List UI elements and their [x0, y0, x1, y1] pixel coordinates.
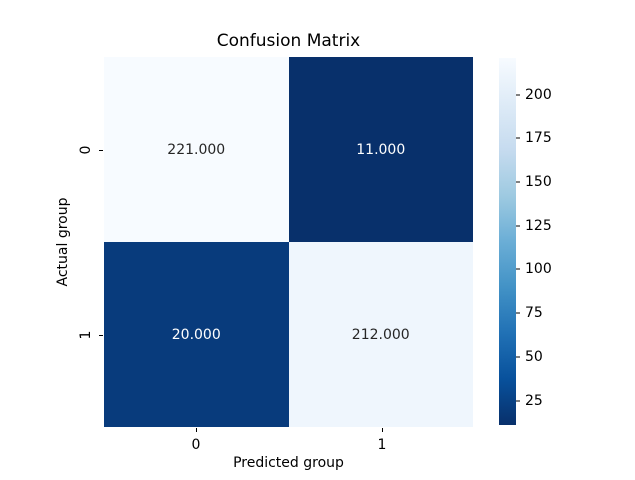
colorbar-tick-label-150: 150 — [525, 174, 552, 191]
colorbar-tick-label-50: 50 — [525, 348, 543, 365]
colorbar-tick-mark-175 — [516, 137, 520, 139]
colorbar-tick-label-100: 100 — [525, 261, 552, 278]
colorbar-tick-label-125: 125 — [525, 217, 552, 234]
colorbar-gradient — [499, 58, 516, 425]
colorbar-tick-mark-75 — [516, 312, 520, 314]
y-tick-mark-0 — [99, 150, 103, 151]
colorbar-tick-label-175: 175 — [525, 130, 552, 147]
heatmap-cell-actual1-pred0: 20.000 — [104, 242, 289, 427]
x-axis-label: Predicted group — [233, 455, 344, 471]
x-tick-mark-0 — [196, 428, 197, 432]
colorbar-tick-mark-150 — [516, 181, 520, 183]
heatmap-cell-actual0-pred1: 11.000 — [288, 57, 473, 242]
colorbar-tick-label-25: 25 — [525, 392, 543, 409]
chart-title: Confusion Matrix — [216, 31, 361, 51]
colorbar-tick-mark-25 — [516, 400, 520, 402]
y-tick-label-0: 0 — [78, 145, 94, 155]
y-tick-label-1: 1 — [78, 330, 94, 340]
colorbar-tick-label-75: 75 — [525, 305, 543, 322]
colorbar-tick-label-200: 200 — [525, 86, 552, 103]
x-tick-label-1: 1 — [377, 437, 387, 453]
colorbar: 200 175 150 125 100 75 50 25 — [499, 58, 589, 425]
colorbar-tick-mark-100 — [516, 268, 520, 270]
y-axis-label: Actual group — [55, 197, 71, 287]
heatmap-cell-actual0-pred0: 221.000 — [104, 57, 289, 242]
heatmap: 221.000 11.000 20.000 212.000 — [104, 57, 473, 427]
colorbar-tick-mark-200 — [516, 94, 520, 96]
heatmap-cell-actual1-pred1: 212.000 — [288, 242, 473, 427]
x-tick-label-0: 0 — [191, 437, 201, 453]
colorbar-tick-mark-125 — [516, 225, 520, 227]
colorbar-tick-mark-50 — [516, 356, 520, 358]
y-tick-mark-1 — [99, 335, 103, 336]
x-tick-mark-1 — [382, 428, 383, 432]
